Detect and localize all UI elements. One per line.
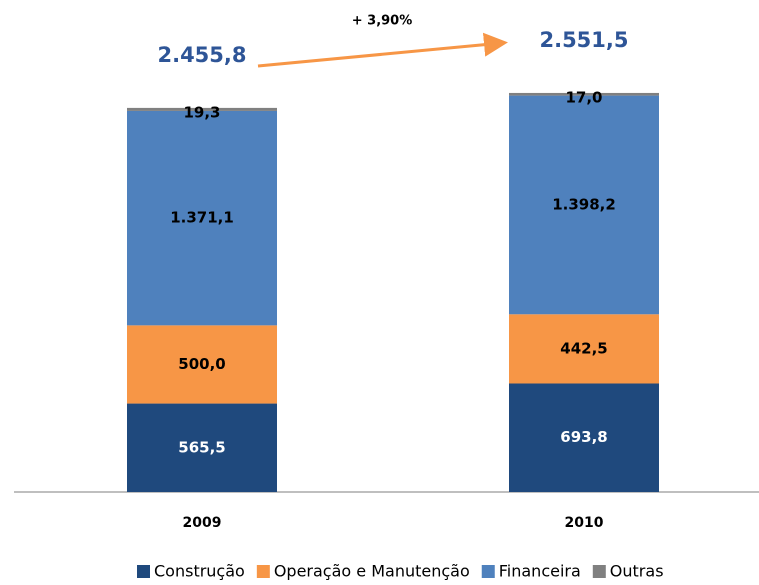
total-label: 2.455,8 <box>157 43 246 67</box>
legend-swatch <box>592 565 606 578</box>
value-label: 500,0 <box>178 355 225 373</box>
value-label: 1.371,1 <box>170 209 234 227</box>
legend-swatch <box>256 565 270 578</box>
legend-swatch <box>481 565 495 578</box>
value-label: 1.398,2 <box>552 195 616 213</box>
legend-label: Financeira <box>499 562 581 581</box>
value-label: 442,5 <box>560 339 607 357</box>
value-label: 565,5 <box>178 438 225 456</box>
value-label: 17,0 <box>565 88 602 106</box>
bar-segment <box>127 403 277 492</box>
bar-segment <box>127 110 277 326</box>
x-tick-label: 2009 <box>183 515 222 531</box>
x-tick-label: 2010 <box>565 515 604 531</box>
legend-label: Operação e Manutenção <box>274 562 470 581</box>
bar-segment <box>127 325 277 404</box>
growth-annotation: + 3,90% <box>352 14 413 29</box>
bar-segment <box>509 95 659 315</box>
legend-label: Construção <box>154 562 245 581</box>
legend-swatch <box>137 565 150 578</box>
bar-segment <box>509 383 659 492</box>
value-label: 693,8 <box>560 428 607 446</box>
legend-label: Outras <box>610 562 664 581</box>
bar-segment <box>509 314 659 384</box>
value-label: 19,3 <box>183 103 220 121</box>
bar-segment <box>127 107 277 111</box>
bar-segment <box>509 92 659 96</box>
total-label: 2.551,5 <box>539 28 628 52</box>
growth-arrow <box>257 32 508 68</box>
